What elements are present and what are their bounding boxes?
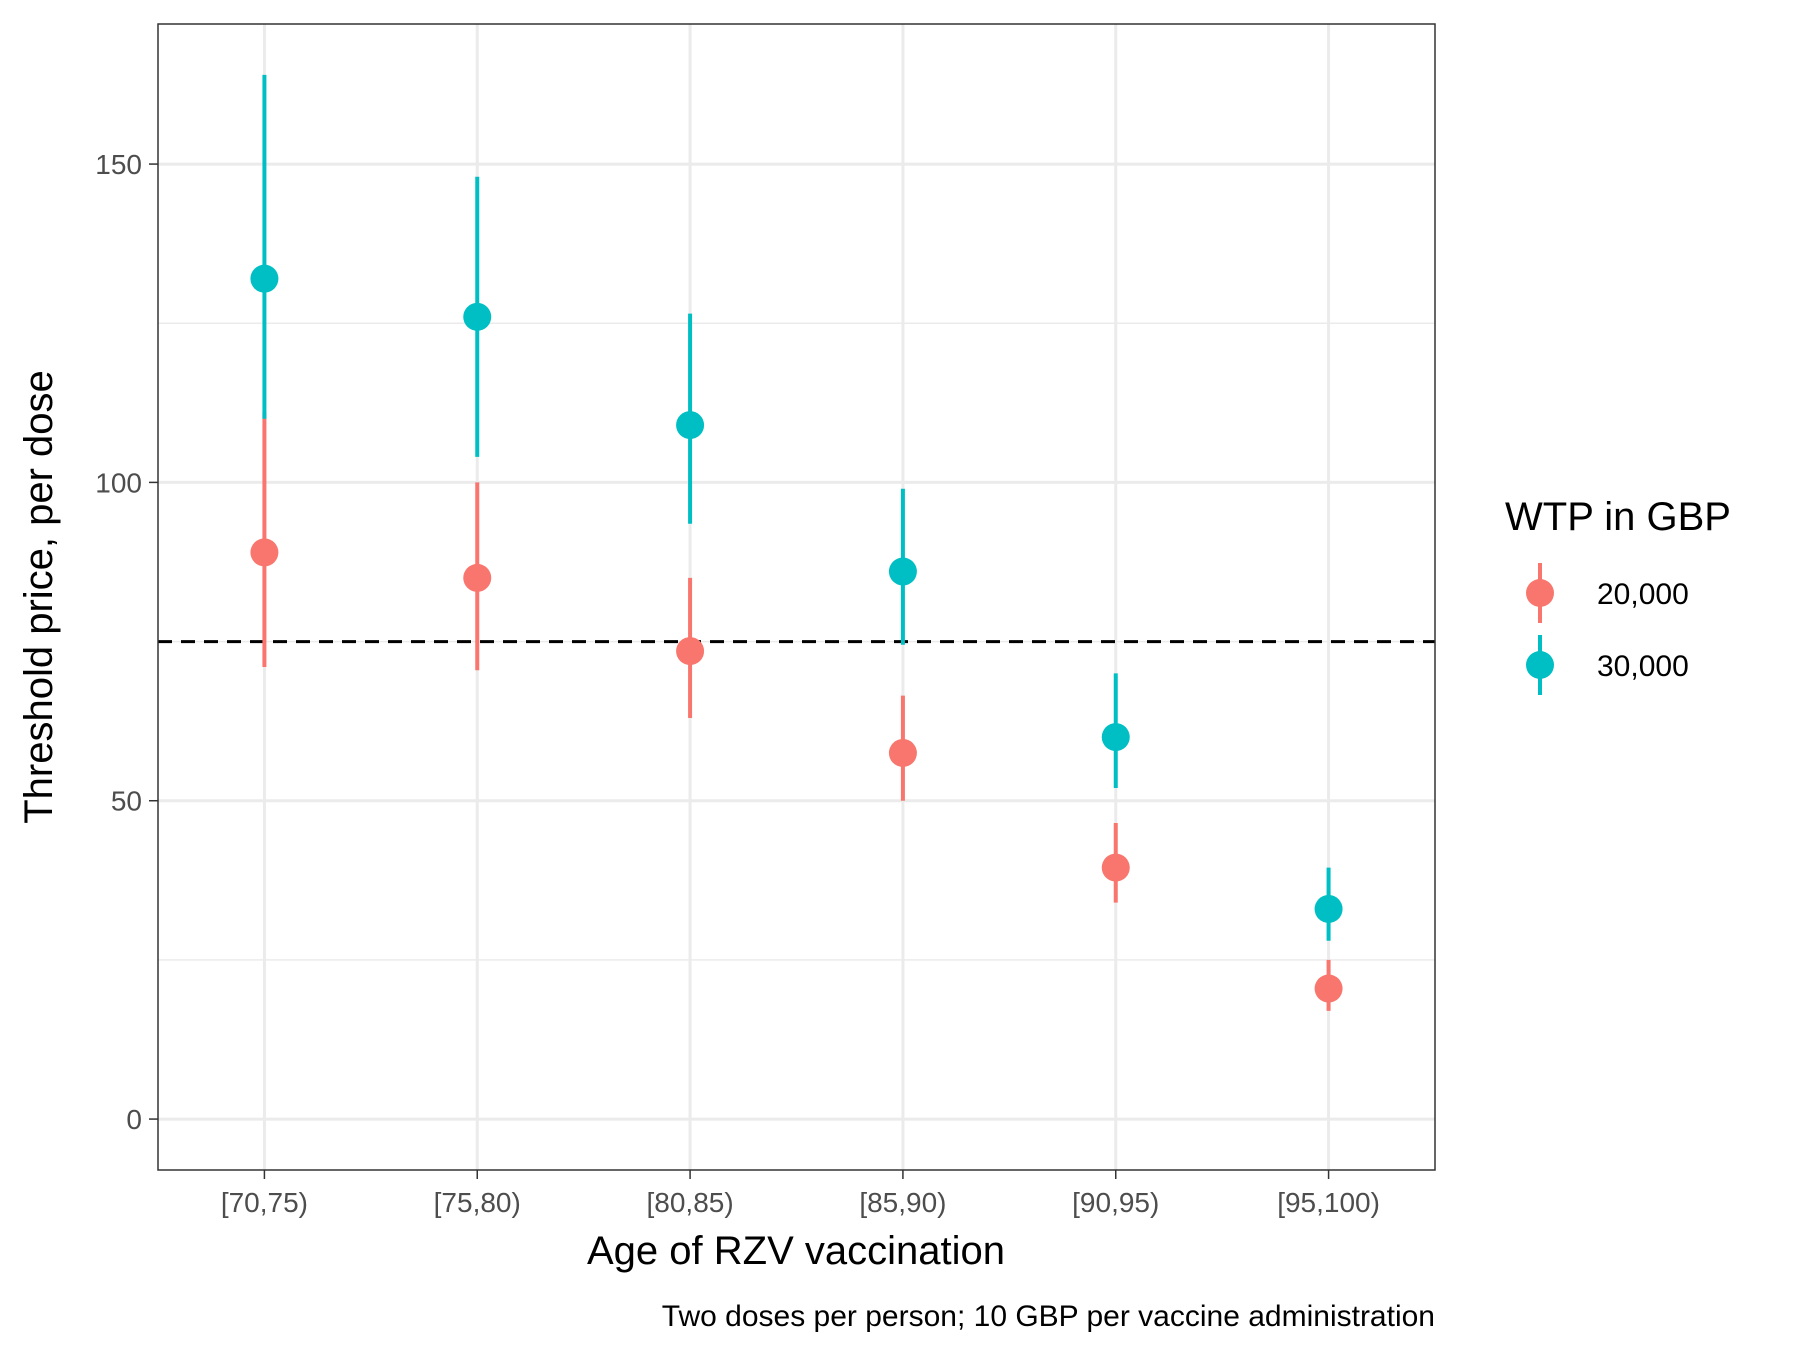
x-tick-label: [80,85) — [646, 1187, 733, 1218]
y-tick-label: 100 — [95, 467, 142, 498]
data-point — [676, 637, 705, 666]
data-point — [463, 563, 492, 592]
x-tick-label: [70,75) — [221, 1187, 308, 1218]
data-point — [888, 738, 917, 767]
data-point — [1314, 894, 1343, 923]
data-point — [463, 302, 492, 331]
x-axis-title: Age of RZV vaccination — [587, 1229, 1005, 1273]
x-tick-label: [85,90) — [859, 1187, 946, 1218]
legend-key-point — [1526, 651, 1554, 679]
x-tick-label: [90,95) — [1072, 1187, 1159, 1218]
legend: WTP in GBP 20,000 30,000 — [1505, 495, 1731, 695]
data-point — [676, 411, 705, 440]
chart-caption: Two doses per person; 10 GBP per vaccine… — [662, 1300, 1435, 1333]
series-20000 — [250, 412, 1343, 1011]
legend-label: 20,000 — [1597, 578, 1689, 611]
x-axis: [70,75) [75,80) [80,85) [85,90) [90,95) [95,1… — [221, 1170, 1380, 1218]
legend-items: 20,000 30,000 — [1526, 563, 1689, 695]
legend-label: 30,000 — [1597, 650, 1689, 683]
x-tick-label: [95,100) — [1277, 1187, 1380, 1218]
data-point — [1101, 723, 1130, 752]
y-axis: 0 50 100 150 — [95, 149, 158, 1135]
data-point — [888, 557, 917, 586]
legend-item: 30,000 — [1526, 635, 1689, 695]
y-tick-label: 0 — [126, 1104, 142, 1135]
x-tick-label: [75,80) — [434, 1187, 521, 1218]
legend-title: WTP in GBP — [1505, 495, 1731, 539]
y-tick-label: 150 — [95, 149, 142, 180]
y-axis-title: Threshold price, per dose — [17, 370, 61, 824]
data-point — [1314, 974, 1343, 1003]
data-point — [1101, 853, 1130, 882]
data-point — [250, 264, 279, 293]
data-point — [250, 538, 279, 567]
data-marks — [250, 74, 1343, 1011]
legend-item: 20,000 — [1526, 563, 1689, 623]
legend-key-point — [1526, 579, 1554, 607]
panel-border — [157, 23, 1436, 1171]
series-30000 — [250, 74, 1343, 941]
y-tick-label: 50 — [111, 786, 142, 817]
